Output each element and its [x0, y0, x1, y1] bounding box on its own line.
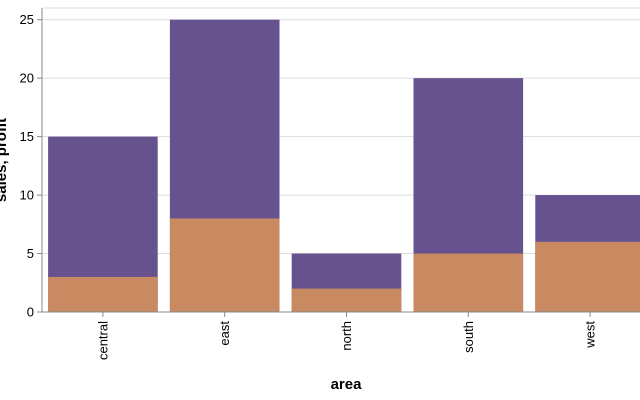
- x-axis-ticks: central east north south west: [95, 312, 598, 360]
- bar-profit-north: [291, 288, 402, 312]
- y-tick-label-0: 0: [27, 305, 34, 320]
- bar-profit-east: [169, 218, 280, 312]
- y-tick-label-20: 20: [20, 71, 34, 86]
- y-axis-ticks: 0 5 10 15 20 25: [20, 12, 42, 320]
- y-tick-label-10: 10: [20, 188, 34, 203]
- bar-profit-central: [48, 276, 158, 312]
- bars: [48, 19, 640, 313]
- x-tick-label-central: central: [95, 321, 110, 360]
- y-tick-label-5: 5: [27, 246, 34, 261]
- x-tick-label-west: west: [583, 321, 598, 349]
- bar-profit-west: [535, 241, 640, 312]
- y-tick-label-25: 25: [20, 12, 34, 27]
- y-axis-title: sales, profit: [0, 118, 10, 202]
- x-tick-label-east: east: [217, 321, 232, 346]
- y-tick-label-15: 15: [20, 129, 34, 144]
- x-tick-label-south: south: [461, 321, 476, 353]
- bar-profit-south: [413, 253, 524, 312]
- axes: [41, 8, 640, 313]
- x-axis-title: area: [331, 376, 363, 393]
- x-tick-label-north: north: [339, 321, 354, 351]
